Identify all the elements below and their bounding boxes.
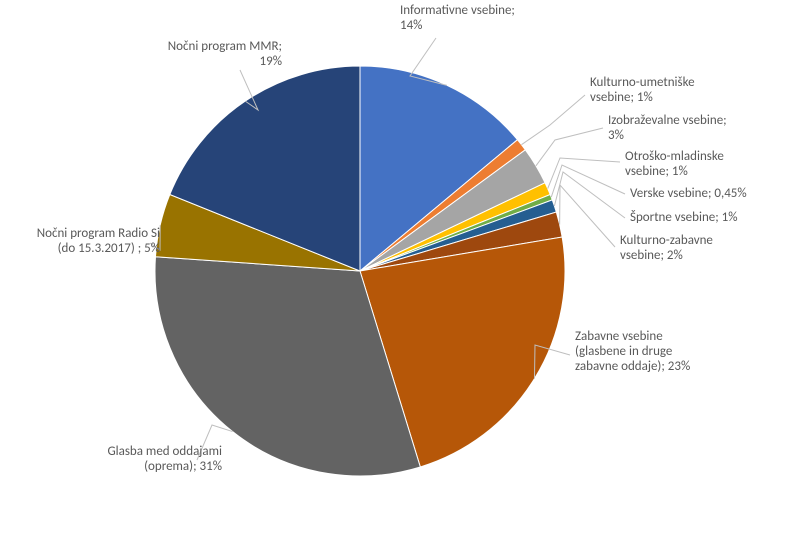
pie-chart-container: Informativne vsebine; 14% Kulturno-umetni… bbox=[0, 0, 809, 542]
slice-label: Zabavne vsebine (glasbene in druge zabav… bbox=[575, 330, 690, 375]
leader-line bbox=[521, 95, 585, 145]
slice-label: Nočni program MMR; 19% bbox=[132, 40, 282, 70]
leader-line bbox=[560, 185, 615, 247]
slice-label: Nočni program Radio Si (do 15.3.2017) ; … bbox=[10, 227, 160, 257]
leader-line bbox=[548, 158, 620, 189]
slice-label: Kulturno-umetniške vsebine; 1% bbox=[590, 76, 695, 106]
leader-line bbox=[551, 165, 625, 197]
slice-label: Glasba med oddajami (oprema); 31% bbox=[72, 445, 222, 475]
slice-label: Informativne vsebine; 14% bbox=[400, 4, 515, 34]
slice-label: Kulturno-zabavne vsebine; 2% bbox=[620, 234, 713, 264]
slice-label: Otroško-mladinske vsebine; 1% bbox=[625, 150, 724, 180]
slice-label: Športne vsebine; 1% bbox=[630, 211, 738, 226]
slice-label: Verske vsebine; 0,45% bbox=[630, 187, 747, 202]
slice-label: Izobraževalne vsebine; 3% bbox=[608, 114, 727, 144]
leader-line bbox=[554, 172, 625, 218]
